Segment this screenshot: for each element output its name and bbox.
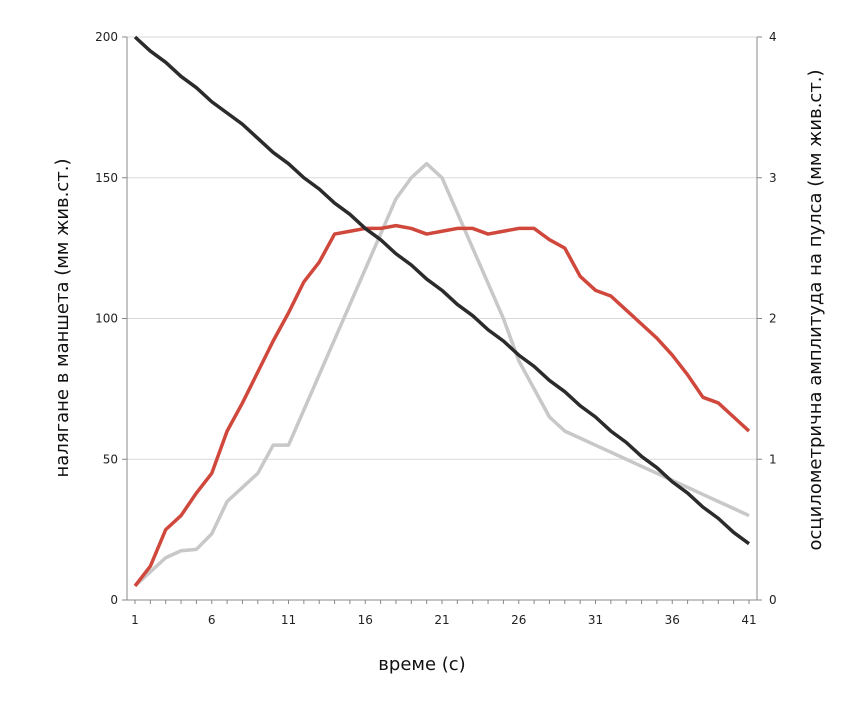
x-tick-label: 1 <box>131 613 139 627</box>
axes <box>122 36 762 604</box>
y-left-tick-label: 0 <box>110 593 118 607</box>
y-axis-right-title: осцилометрична амплитуда на пулса (мм жи… <box>805 69 826 550</box>
x-tick-label: 41 <box>741 613 756 627</box>
y-left-tick-label: 100 <box>95 312 118 326</box>
y-left-tick-label: 150 <box>95 171 118 185</box>
series-lines <box>133 35 751 588</box>
y-right-tick-label: 0 <box>769 593 777 607</box>
series-line-1 <box>133 35 751 546</box>
x-tick-label: 36 <box>665 613 680 627</box>
x-axis-title: време (с) <box>378 654 465 675</box>
series-line-2 <box>133 223 751 587</box>
x-tick-label: 6 <box>208 613 216 627</box>
series-line-3 <box>133 161 750 588</box>
y-right-tick-label: 4 <box>769 30 777 44</box>
y-right-tick-label: 3 <box>769 171 777 185</box>
x-tick-label: 31 <box>588 613 603 627</box>
y-left-tick-label: 200 <box>95 30 118 44</box>
x-tick-label: 21 <box>434 613 449 627</box>
y-axis-left-title: налягане в маншета (мм жив.ст.) <box>52 159 73 478</box>
x-tick-label: 16 <box>358 613 373 627</box>
y-right-tick-label: 2 <box>769 312 777 326</box>
x-tick-label: 26 <box>511 613 526 627</box>
x-tick-label: 11 <box>281 613 296 627</box>
y-right-tick-label: 1 <box>769 452 777 466</box>
gridlines <box>127 36 757 460</box>
y-left-tick-label: 50 <box>103 452 118 466</box>
